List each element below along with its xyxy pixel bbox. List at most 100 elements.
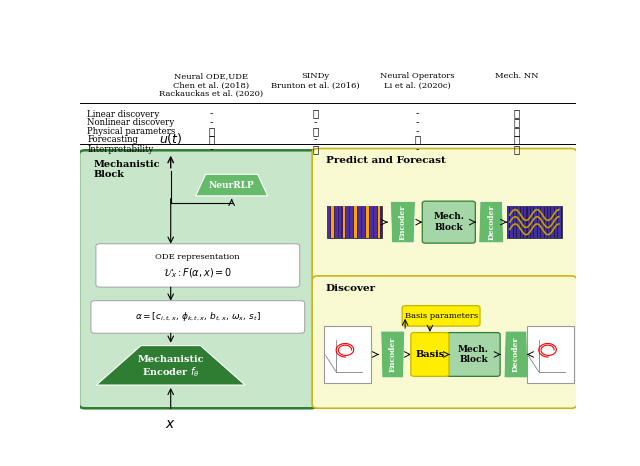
Bar: [346, 206, 349, 238]
FancyBboxPatch shape: [79, 151, 317, 408]
Text: ✓: ✓: [208, 136, 214, 144]
Text: ✓: ✓: [513, 110, 520, 118]
Text: Basis parameters: Basis parameters: [404, 312, 477, 320]
FancyBboxPatch shape: [91, 301, 305, 333]
Text: -: -: [210, 110, 213, 118]
Text: Mechanistic: Mechanistic: [138, 356, 204, 364]
Bar: [362, 206, 365, 238]
Bar: [507, 206, 562, 238]
Text: Encoder: Encoder: [399, 205, 407, 240]
Text: Linear discovery: Linear discovery: [88, 110, 160, 118]
Text: ✓: ✓: [513, 145, 520, 154]
Text: ✓: ✓: [513, 136, 520, 144]
Text: Mech.
Block: Mech. Block: [433, 212, 464, 232]
Text: Neural Operators: Neural Operators: [380, 72, 454, 80]
Bar: [527, 326, 574, 383]
Text: -: -: [415, 145, 419, 154]
Text: Nonlinear discovery: Nonlinear discovery: [88, 118, 175, 127]
Bar: [548, 206, 550, 238]
Bar: [514, 206, 516, 238]
Bar: [555, 206, 557, 238]
Bar: [331, 206, 333, 238]
Bar: [355, 206, 357, 238]
Bar: [378, 206, 380, 238]
Text: Physical parameters: Physical parameters: [88, 127, 176, 136]
Text: Discover: Discover: [326, 284, 376, 293]
Text: -: -: [415, 127, 419, 136]
Text: Basis: Basis: [415, 350, 445, 359]
Bar: [335, 206, 337, 238]
Bar: [507, 206, 509, 238]
Text: ✓: ✓: [312, 127, 319, 136]
FancyBboxPatch shape: [402, 306, 480, 326]
Bar: [339, 206, 341, 238]
Text: $u(t)$: $u(t)$: [159, 130, 182, 145]
Text: $x$: $x$: [165, 417, 176, 431]
Text: ✓: ✓: [312, 110, 319, 118]
Polygon shape: [504, 331, 528, 378]
FancyBboxPatch shape: [422, 201, 476, 243]
Text: Decoder: Decoder: [512, 337, 520, 372]
Text: -: -: [210, 118, 213, 127]
Text: Mechanistic
Block: Mechanistic Block: [94, 160, 161, 179]
Text: Predict and Forecast: Predict and Forecast: [326, 157, 445, 165]
Bar: [538, 206, 540, 238]
Bar: [327, 206, 330, 238]
Bar: [531, 206, 533, 238]
Text: Interpretability: Interpretability: [88, 145, 154, 154]
Text: ✓: ✓: [208, 127, 214, 136]
Text: ✓: ✓: [513, 127, 520, 136]
Text: Decoder: Decoder: [487, 205, 495, 240]
Bar: [350, 206, 353, 238]
Bar: [521, 206, 523, 238]
Text: $\mathcal{U}_x : F(\alpha, x) = 0$: $\mathcal{U}_x : F(\alpha, x) = 0$: [163, 266, 232, 280]
Text: -: -: [210, 145, 213, 154]
Text: NeurRLP: NeurRLP: [209, 181, 255, 190]
Bar: [366, 206, 369, 238]
Text: Li et al. (2020c): Li et al. (2020c): [384, 82, 451, 89]
FancyBboxPatch shape: [312, 149, 577, 281]
Polygon shape: [390, 201, 415, 243]
Bar: [342, 206, 346, 238]
Text: Encoder: Encoder: [388, 337, 397, 372]
Text: -: -: [415, 110, 419, 118]
Bar: [511, 206, 513, 238]
Text: Encoder $f_\theta$: Encoder $f_\theta$: [141, 366, 200, 379]
Polygon shape: [96, 346, 245, 385]
Bar: [527, 206, 530, 238]
Bar: [534, 206, 537, 238]
Bar: [358, 206, 361, 238]
Text: Neural ODE,UDE: Neural ODE,UDE: [174, 72, 248, 80]
Text: Rackauckas et al. (2020): Rackauckas et al. (2020): [159, 90, 264, 98]
Bar: [517, 206, 520, 238]
FancyBboxPatch shape: [411, 333, 449, 377]
Bar: [558, 206, 561, 238]
Polygon shape: [479, 201, 504, 243]
Text: Chen et al. (2018): Chen et al. (2018): [173, 82, 250, 89]
Bar: [545, 206, 547, 238]
Text: SINDy: SINDy: [301, 72, 330, 80]
Text: Forecasting: Forecasting: [88, 136, 138, 144]
Text: ✓: ✓: [513, 118, 520, 127]
Polygon shape: [381, 331, 404, 378]
Text: Brunton et al. (2016): Brunton et al. (2016): [271, 82, 360, 89]
Bar: [541, 206, 543, 238]
FancyBboxPatch shape: [447, 333, 500, 377]
Text: ✓: ✓: [414, 136, 420, 144]
Polygon shape: [196, 174, 268, 196]
Bar: [374, 206, 376, 238]
Text: -: -: [314, 118, 317, 127]
Text: -: -: [314, 136, 317, 144]
Text: Mech.
Block: Mech. Block: [458, 345, 489, 364]
Bar: [524, 206, 527, 238]
Bar: [327, 206, 381, 238]
FancyBboxPatch shape: [96, 244, 300, 287]
FancyBboxPatch shape: [312, 276, 577, 408]
Bar: [370, 206, 372, 238]
Text: $\alpha = [c_{i,t,x},\, \phi_{k,t,x},\, b_{t,x},\, \omega_x,\, s_t]$: $\alpha = [c_{i,t,x},\, \phi_{k,t,x},\, …: [135, 310, 260, 323]
Bar: [324, 326, 371, 383]
Text: -: -: [415, 118, 419, 127]
Text: ✓: ✓: [312, 145, 319, 154]
Bar: [552, 206, 554, 238]
Text: ODE representation: ODE representation: [156, 253, 240, 261]
